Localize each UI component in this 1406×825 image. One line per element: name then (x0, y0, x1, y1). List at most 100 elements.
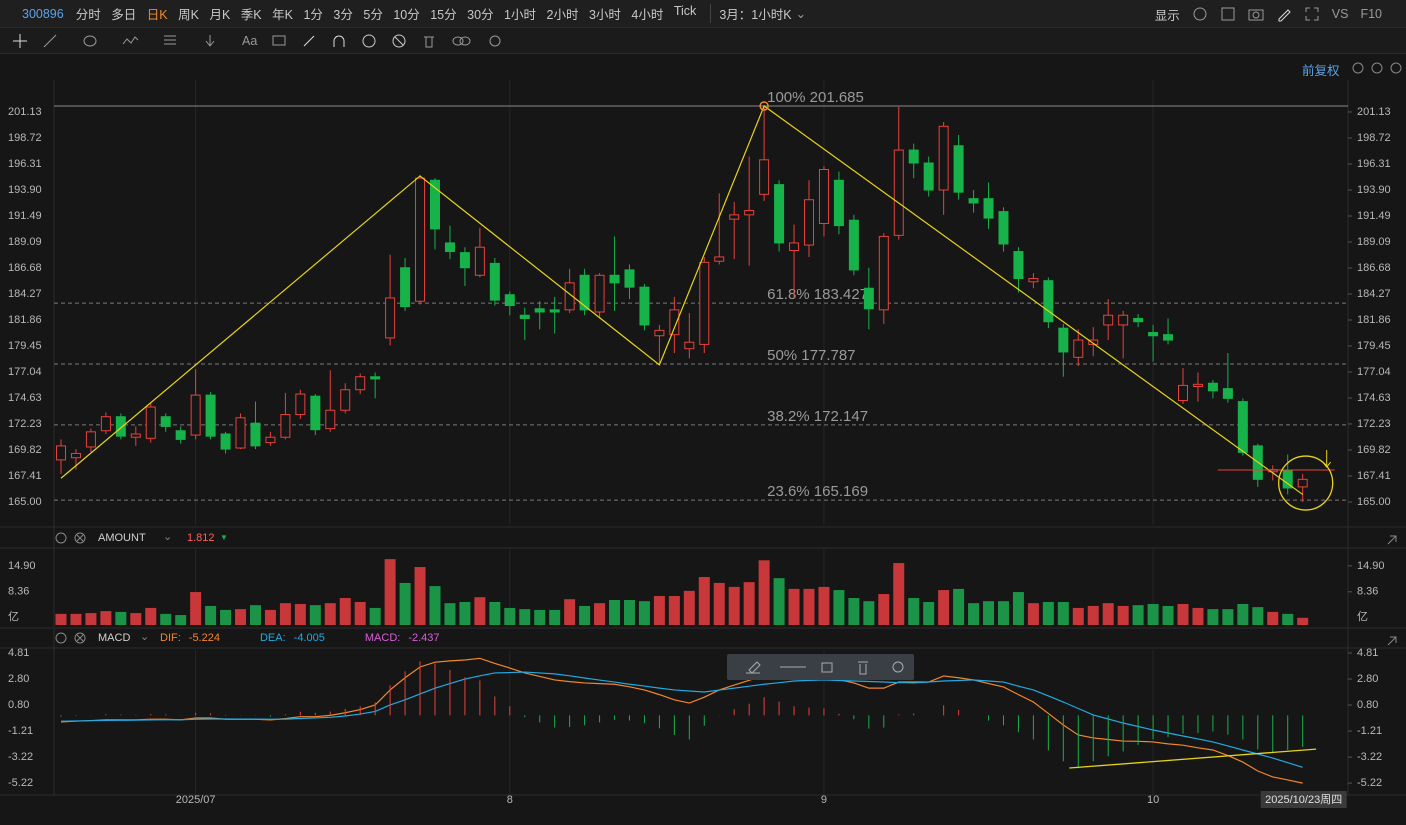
y-tick-label: 169.82 (8, 444, 42, 456)
candle-body (85, 431, 96, 448)
stock-code[interactable]: 300896 (22, 6, 64, 21)
floating-toolbar[interactable] (727, 654, 914, 680)
candle-body (609, 274, 620, 284)
pen-icon[interactable] (1276, 6, 1292, 22)
fib-tool[interactable] (162, 33, 188, 49)
candle-body (1013, 251, 1024, 280)
candle-body (504, 294, 515, 307)
period-tab[interactable]: Tick (673, 4, 697, 18)
vs-button[interactable]: VS (1331, 7, 1349, 21)
volume-bar (713, 582, 725, 625)
unit-label: 亿 (8, 610, 19, 623)
display-menu[interactable]: 显示 (1154, 8, 1180, 23)
shape-tool[interactable] (82, 33, 108, 49)
candle-body (70, 452, 81, 459)
volume-bar (1162, 605, 1174, 625)
dropdown-caret[interactable]: ⌄ (140, 631, 149, 643)
volume-bar (294, 603, 306, 625)
period-tab[interactable]: 15分 (430, 8, 457, 22)
y-tick-label: 177.04 (1357, 366, 1391, 378)
volume-bar (489, 601, 501, 625)
move-icon[interactable] (12, 33, 28, 49)
candle-body (818, 168, 829, 224)
y-tick-label: -1.21 (8, 725, 33, 737)
y-tick-label: 193.90 (1357, 184, 1391, 196)
settings-tool[interactable] (487, 33, 503, 49)
layout-icon[interactable] (1220, 6, 1236, 22)
link-tool[interactable] (451, 33, 473, 49)
period-tab[interactable]: 4小时 (631, 8, 664, 22)
volume-bar (1027, 603, 1039, 625)
period-tab[interactable]: 月K (209, 8, 231, 22)
dropdown-caret[interactable]: ⌄ (163, 531, 172, 543)
wave-tool[interactable] (122, 33, 148, 49)
period-tab[interactable]: 30分 (467, 8, 494, 22)
candle-body (714, 256, 725, 262)
arrow-tool[interactable] (202, 33, 228, 49)
volume-bar (309, 605, 321, 625)
candle-body (1237, 401, 1248, 453)
period-tab[interactable]: 3分 (333, 8, 353, 22)
y-tick-label: 196.31 (8, 158, 42, 170)
delete-tool[interactable] (421, 33, 437, 49)
period-tab[interactable]: 季K (240, 8, 262, 22)
period-tab[interactable]: 2小时 (546, 8, 579, 22)
adjust-mode[interactable]: 前复权 (1302, 64, 1340, 78)
range-selector[interactable]: 3月：1小时K (710, 4, 792, 23)
volume-bar (1057, 601, 1069, 625)
volume-bar (444, 603, 456, 625)
candle-body (1028, 278, 1039, 283)
y-tick-label: 189.09 (1357, 236, 1391, 248)
trend-arrow: ▼ (220, 533, 228, 542)
candle-body (564, 282, 575, 311)
y-tick-label: 198.72 (8, 132, 42, 144)
period-tab[interactable]: 年K (272, 8, 293, 22)
volume-bar (249, 605, 261, 625)
f10-button[interactable]: F10 (1360, 7, 1382, 21)
period-tab[interactable]: 多日 (111, 8, 137, 22)
candle-body (534, 308, 545, 313)
candle-body (953, 145, 964, 193)
candle-body (250, 422, 261, 447)
candle-body (848, 219, 859, 271)
chart-bg (0, 54, 1406, 825)
candle-body (340, 389, 351, 411)
candle-body (759, 159, 770, 195)
volume-bar (1132, 605, 1144, 625)
lock-tool[interactable] (361, 33, 377, 49)
fullscreen-icon[interactable] (1304, 6, 1320, 22)
panel-borders (0, 80, 1406, 796)
brush-tool[interactable] (301, 33, 317, 49)
candle-body (355, 376, 366, 391)
period-tab[interactable]: 5分 (363, 8, 383, 22)
candle-body (639, 286, 650, 326)
settings-icon[interactable] (1192, 6, 1208, 22)
period-tab[interactable]: 10分 (393, 8, 420, 22)
period-tab[interactable]: 3小时 (588, 8, 621, 22)
camera-icon[interactable] (1248, 6, 1264, 22)
unit-label: 亿 (1357, 610, 1368, 623)
candle-body (549, 309, 560, 313)
note-tool[interactable] (271, 33, 287, 49)
period-tab[interactable]: 分时 (75, 8, 101, 22)
period-tab[interactable]: 日K (146, 8, 168, 22)
volume-bar (145, 607, 157, 625)
period-tab[interactable]: 1分 (303, 8, 323, 22)
line-tool[interactable] (42, 33, 68, 49)
highlight-circle (1278, 455, 1334, 511)
volume-bar (653, 596, 665, 625)
dropdown-caret[interactable]: ⌄ (795, 7, 807, 21)
magnet-tool[interactable] (331, 33, 347, 49)
period-tab[interactable]: 周K (178, 8, 199, 22)
period-tab[interactable]: 1小时 (504, 8, 536, 22)
volume-bar (504, 607, 516, 625)
candle-body (190, 394, 201, 436)
volume-bar (848, 598, 860, 625)
y-tick-label: 189.09 (8, 236, 42, 248)
volume-bar (519, 609, 531, 625)
candle-body (100, 416, 111, 432)
volume-bar (609, 599, 621, 625)
text-tool[interactable]: Aa (242, 33, 258, 48)
hide-tool[interactable] (391, 33, 407, 49)
